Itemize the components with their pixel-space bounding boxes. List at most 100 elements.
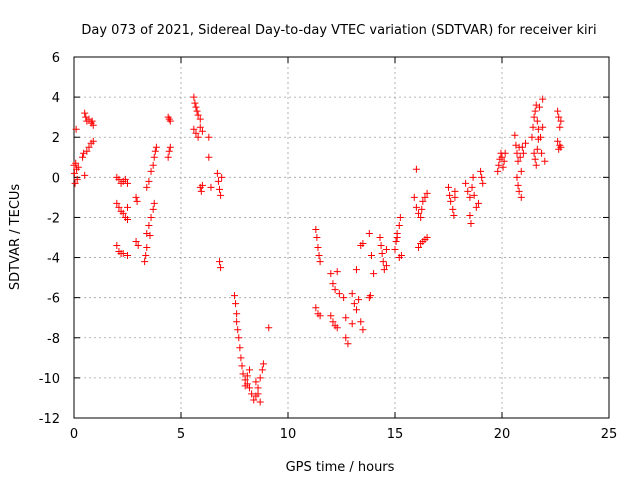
data-point: [519, 149, 527, 157]
y-tick-label: -2: [47, 211, 60, 226]
data-point: [74, 163, 82, 171]
data-point: [513, 149, 521, 157]
data-point: [234, 326, 242, 334]
data-point: [329, 280, 337, 288]
data-point: [218, 173, 226, 181]
data-point: [412, 165, 420, 173]
data-point: [380, 266, 388, 274]
data-point: [89, 137, 97, 145]
data-point: [166, 143, 174, 151]
data-point: [132, 238, 140, 246]
data-point: [235, 334, 243, 342]
x-axis-label: GPS time / hours: [286, 460, 395, 475]
data-point: [142, 252, 150, 260]
data-point: [115, 175, 123, 183]
data-point: [522, 139, 530, 147]
data-point: [415, 244, 423, 252]
data-point: [370, 270, 378, 278]
data-point: [231, 292, 238, 300]
data-point: [327, 270, 335, 278]
data-point: [382, 262, 390, 270]
data-point: [214, 177, 222, 185]
data-point: [447, 197, 455, 205]
data-point: [152, 143, 160, 151]
data-point: [445, 183, 452, 191]
data-point: [530, 149, 538, 157]
y-tick-label: -6: [47, 292, 60, 307]
data-point: [121, 175, 129, 183]
data-point: [193, 107, 201, 115]
data-point: [196, 123, 204, 131]
data-point: [256, 398, 264, 406]
data-point: [146, 231, 154, 239]
data-point: [377, 242, 385, 250]
data-point: [556, 123, 564, 131]
data-point: [395, 254, 403, 262]
x-tick-label: 20: [494, 427, 511, 442]
data-point: [418, 205, 426, 213]
data-point: [165, 147, 173, 155]
data-point: [479, 179, 487, 187]
data-point: [198, 127, 206, 135]
data-point: [348, 320, 356, 328]
data-point: [312, 304, 320, 312]
data-point: [143, 183, 151, 191]
data-point: [216, 185, 224, 193]
data-point: [529, 123, 537, 131]
data-point: [554, 137, 562, 145]
data-point: [517, 167, 525, 175]
data-point: [392, 238, 400, 246]
data-point: [423, 189, 431, 197]
data-point: [557, 143, 565, 151]
data-point: [513, 173, 521, 181]
data-point: [72, 159, 80, 167]
data-point: [342, 314, 350, 322]
data-point: [254, 390, 262, 398]
data-point: [415, 209, 423, 217]
data-point: [530, 113, 538, 121]
data-point: [141, 258, 149, 266]
data-point: [243, 372, 251, 380]
data-point: [379, 258, 387, 266]
data-point: [113, 199, 121, 207]
data-point: [393, 234, 401, 241]
data-point: [555, 113, 563, 121]
data-point: [232, 300, 240, 308]
data-point: [462, 179, 470, 187]
y-tick-label: -12: [39, 412, 60, 427]
data-point: [119, 250, 127, 258]
data-point: [233, 318, 241, 326]
data-point: [250, 396, 258, 404]
data-point: [149, 161, 157, 169]
data-point: [205, 133, 213, 141]
data-point: [132, 193, 140, 201]
data-point: [533, 145, 541, 153]
data-point: [73, 175, 81, 183]
data-point: [316, 258, 324, 266]
data-point: [194, 111, 202, 119]
data-point: [350, 300, 358, 308]
data-point: [477, 167, 485, 175]
data-point: [145, 221, 153, 229]
data-point: [516, 153, 524, 161]
data-point: [143, 244, 151, 252]
data-point: [333, 324, 341, 332]
data-point: [190, 93, 198, 101]
x-tick-label: 25: [601, 427, 618, 442]
y-tick-label: 6: [52, 51, 60, 66]
data-point: [367, 252, 375, 260]
data-point: [450, 211, 458, 219]
data-point: [514, 181, 522, 189]
data-point: [217, 191, 225, 199]
data-point: [197, 187, 205, 195]
grid-lines: [74, 57, 609, 418]
data-point: [533, 117, 541, 125]
y-tick-label: 2: [52, 131, 60, 146]
data-point: [198, 181, 206, 189]
data-point: [357, 318, 365, 326]
data-point: [469, 173, 477, 181]
data-point: [539, 95, 547, 103]
data-point: [528, 133, 536, 141]
data-point: [236, 344, 244, 352]
data-point: [124, 203, 131, 211]
